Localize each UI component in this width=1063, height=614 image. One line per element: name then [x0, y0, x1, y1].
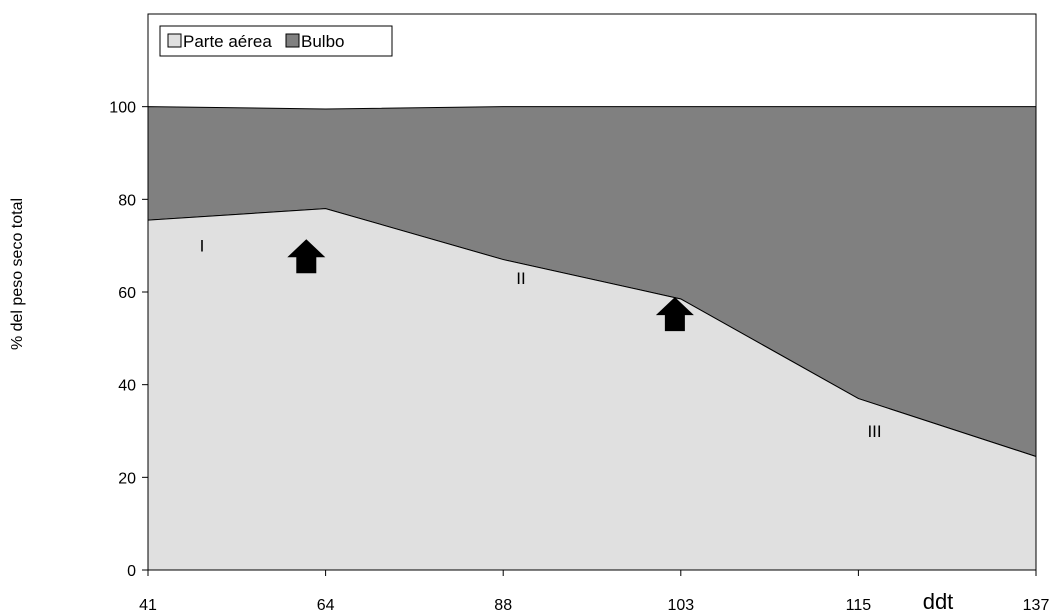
- x-tick-label: 137: [1023, 597, 1050, 614]
- x-axis: 41 64 88 103 115 137: [139, 569, 1050, 614]
- x-axis-title: ddt: [923, 589, 954, 614]
- phase-label: I: [200, 237, 205, 256]
- phase-label: II: [516, 269, 525, 288]
- legend-box: [159, 25, 393, 57]
- legend: Parte aérea Bulbo: [159, 25, 393, 57]
- x-tick-label: 88: [494, 597, 512, 614]
- y-tick-label: 20: [118, 470, 136, 487]
- phase-label: III: [867, 422, 881, 441]
- up-arrow-icon: [287, 239, 326, 274]
- legend-swatch: [167, 33, 182, 48]
- up-arrow-icon: [655, 297, 694, 332]
- y-axis-title: % del peso seco total: [9, 198, 26, 350]
- legend-label: Bulbo: [301, 32, 344, 51]
- y-tick-label: 0: [127, 563, 136, 580]
- x-tick-label: 64: [317, 597, 335, 614]
- x-tick-label: 41: [139, 597, 157, 614]
- y-tick-label: 60: [118, 285, 136, 302]
- x-tick-label: 103: [667, 597, 694, 614]
- y-tick-label: 40: [118, 378, 136, 395]
- y-tick-label: 100: [109, 100, 136, 117]
- legend-label: Parte aérea: [183, 32, 272, 51]
- x-tick-label: 115: [846, 597, 872, 614]
- y-tick-label: 80: [118, 192, 136, 209]
- y-axis: 0 20 40 60 80 100: [109, 14, 149, 580]
- plot-area: [147, 13, 1037, 571]
- legend-swatch: [285, 33, 300, 48]
